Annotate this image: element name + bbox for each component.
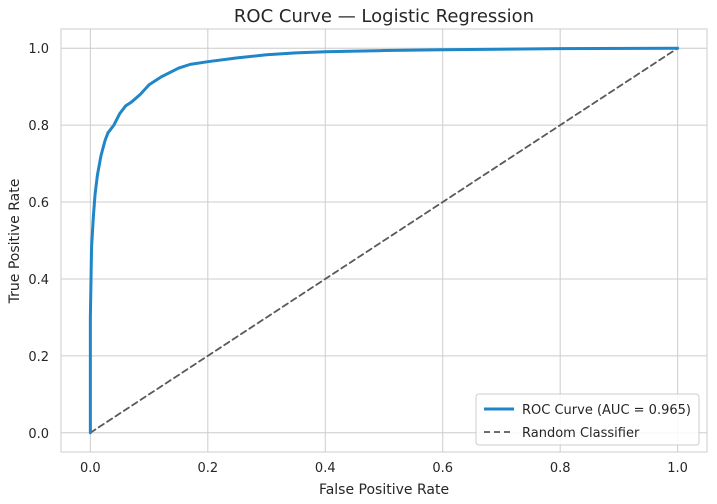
grid bbox=[61, 29, 707, 452]
random-classifier-line bbox=[89, 47, 679, 434]
legend-label-random: Random Classifier bbox=[522, 426, 640, 441]
y-tick-label: 0.4 bbox=[28, 273, 49, 288]
x-tick-label: 0.4 bbox=[315, 461, 336, 476]
y-tick-label: 0.8 bbox=[28, 119, 49, 134]
chart-title: ROC Curve — Logistic Regression bbox=[234, 6, 534, 27]
roc-curve-line bbox=[88, 46, 680, 435]
x-tick-label: 0.2 bbox=[197, 461, 218, 476]
legend-box bbox=[475, 393, 700, 446]
x-tick-label: 0.6 bbox=[432, 461, 453, 476]
legend-label-roc: ROC Curve (AUC = 0.965) bbox=[522, 403, 691, 418]
plot-frame bbox=[60, 28, 708, 453]
y-tick-label: 1.0 bbox=[28, 42, 49, 57]
y-tick-label: 0.6 bbox=[28, 196, 49, 211]
y-tick-label: 0.0 bbox=[28, 427, 49, 442]
x-tick-label: 0.0 bbox=[80, 461, 101, 476]
x-axis-label: False Positive Rate bbox=[319, 482, 449, 498]
x-tick-label: 1.0 bbox=[667, 461, 688, 476]
tick-labels: 0.0 0.2 0.4 0.6 0.8 1.0 0.0 0.2 0.4 0.6 0.8 1.0 bbox=[28, 42, 688, 476]
y-axis-label: True Positive Rate bbox=[7, 179, 23, 305]
y-tick-label: 0.2 bbox=[28, 350, 49, 365]
series-lines bbox=[88, 46, 680, 435]
x-tick-label: 0.8 bbox=[550, 461, 571, 476]
legend: ROC Curve (AUC = 0.965) Random Classifie… bbox=[475, 393, 700, 446]
